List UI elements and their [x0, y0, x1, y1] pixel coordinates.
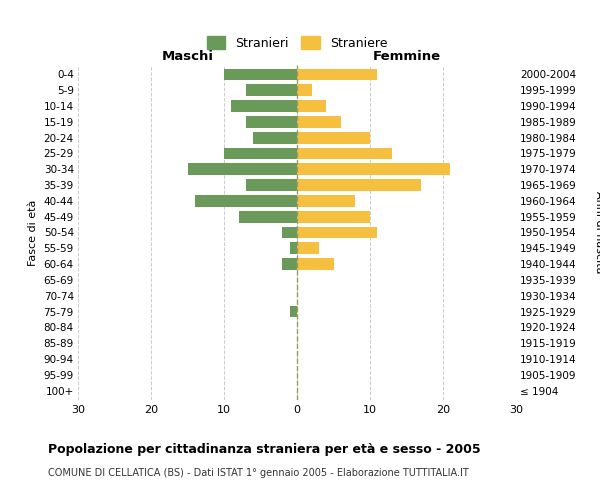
Bar — [246, 84, 297, 96]
Bar — [297, 100, 326, 112]
Bar — [297, 164, 450, 175]
Bar — [297, 195, 355, 207]
Bar — [290, 242, 297, 254]
Bar — [283, 258, 297, 270]
Text: COMUNE DI CELLATICA (BS) - Dati ISTAT 1° gennaio 2005 - Elaborazione TUTTITALIA.: COMUNE DI CELLATICA (BS) - Dati ISTAT 1°… — [48, 468, 469, 477]
Bar — [297, 258, 334, 270]
Bar — [297, 242, 319, 254]
Text: Femmine: Femmine — [373, 50, 440, 64]
Bar — [232, 100, 297, 112]
Legend: Stranieri, Straniere: Stranieri, Straniere — [202, 31, 392, 54]
Bar — [297, 116, 341, 128]
Text: Maschi: Maschi — [161, 50, 214, 64]
Bar — [297, 226, 377, 238]
Bar — [195, 195, 297, 207]
Bar — [239, 211, 297, 222]
Y-axis label: Fasce di età: Fasce di età — [28, 200, 38, 266]
Bar — [283, 226, 297, 238]
Bar — [297, 132, 370, 143]
Bar — [297, 84, 311, 96]
Y-axis label: Anni di nascita: Anni di nascita — [593, 191, 600, 274]
Bar — [187, 164, 297, 175]
Bar — [224, 68, 297, 80]
Bar — [253, 132, 297, 143]
Text: Popolazione per cittadinanza straniera per età e sesso - 2005: Popolazione per cittadinanza straniera p… — [48, 442, 481, 456]
Bar — [246, 116, 297, 128]
Bar — [297, 68, 377, 80]
Bar — [290, 306, 297, 318]
Bar — [297, 211, 370, 222]
Bar — [224, 148, 297, 160]
Bar — [246, 179, 297, 191]
Bar — [297, 148, 392, 160]
Bar — [297, 179, 421, 191]
